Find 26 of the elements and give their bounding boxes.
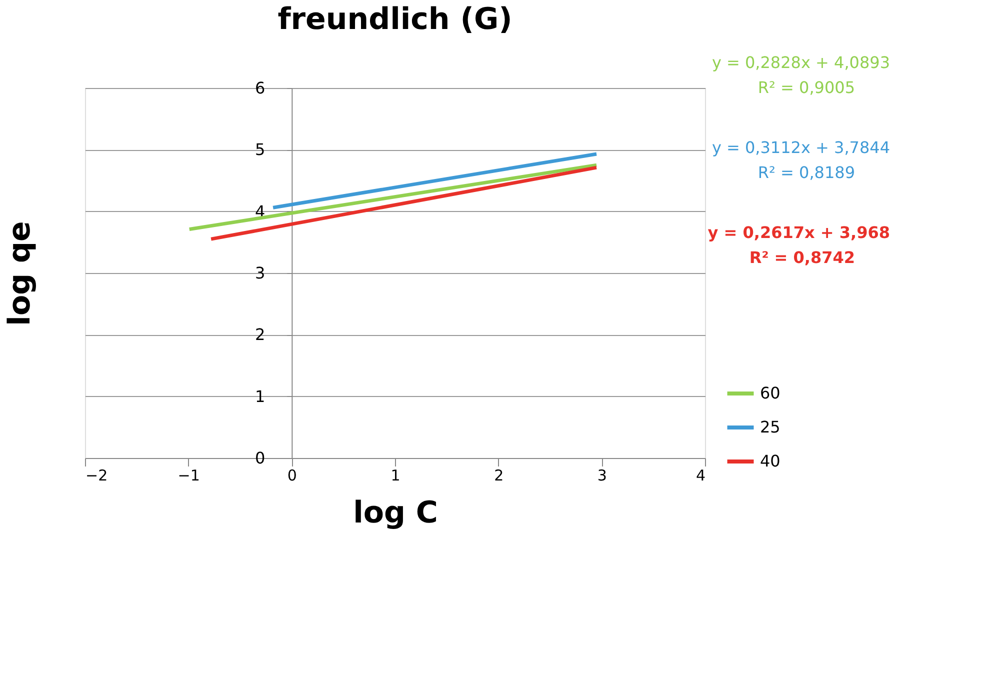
y-axis-title: log qe (2, 221, 38, 326)
x-tick-label: 0 (287, 466, 297, 484)
text: y = 0,2828x + 4,0893 (712, 53, 890, 72)
x-tick-label: 2 (494, 466, 504, 484)
y-tick-label: 0 (254, 448, 266, 468)
x-tick-label: 1 (390, 466, 400, 484)
legend-label: 60 (760, 384, 780, 402)
x-tick-label: 4 (696, 466, 706, 484)
text: y = 0,2617x + 3,968 (708, 223, 890, 242)
x-tick-label: −1 (178, 466, 200, 484)
y-tick-label: 2 (254, 325, 266, 344)
y-tick-label: 1 (254, 386, 266, 406)
text: R² = 0,9005 (758, 78, 855, 97)
y-tick-label: 6 (254, 78, 266, 98)
text: R² = 0,8742 (749, 248, 855, 267)
y-tick-label: 5 (254, 140, 266, 160)
legend-label: 40 (760, 452, 780, 470)
chart-title: freundlich (G) (278, 2, 512, 37)
text: R² = 0,8189 (758, 163, 855, 182)
y-tick-label: 3 (254, 264, 266, 282)
x-tick-label: −2 (86, 466, 108, 484)
legend-label: 25 (760, 418, 780, 436)
y-tick-label: 4 (254, 202, 266, 221)
x-tick-label: 3 (597, 466, 607, 484)
x-axis-title: log C (353, 496, 438, 530)
text: y = 0,3112x + 3,7844 (712, 138, 890, 157)
